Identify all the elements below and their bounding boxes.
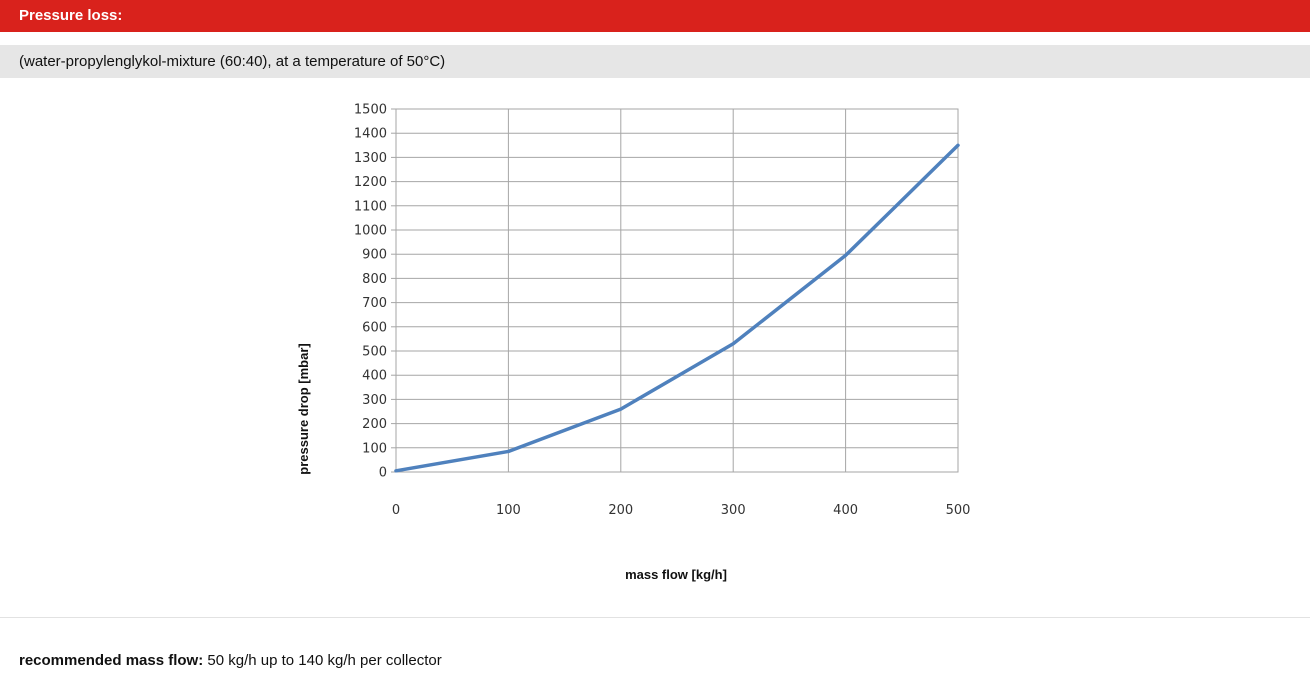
x-tick-label: 200 xyxy=(608,503,633,518)
y-tick-label: 100 xyxy=(362,441,387,456)
y-tick-label: 500 xyxy=(362,345,387,360)
tick-label-layer: 0100200300400500600700800900100011001200… xyxy=(354,103,971,519)
section-header: Pressure loss: xyxy=(0,0,1310,32)
section-subtitle-bar: (water-propylenglykol-mixture (60:40), a… xyxy=(0,45,1310,78)
y-tick-label: 1500 xyxy=(354,103,387,118)
y-tick-label: 1400 xyxy=(354,127,387,142)
section-title: Pressure loss: xyxy=(19,7,123,24)
divider xyxy=(0,617,1310,618)
chart-area: 0 100 200 300 400 500 600 700 800 900 1000 1100 1200… xyxy=(0,78,1310,618)
y-tick-label: 1000 xyxy=(354,224,387,239)
pressure-loss-chart: 0100200300400500600700800900100011001200… xyxy=(296,103,971,583)
x-tick-label: 300 xyxy=(721,503,746,518)
recommended-mass-flow-value: 50 kg/h up to 140 kg/h per collector xyxy=(207,652,442,669)
y-tick-label: 1300 xyxy=(354,151,387,166)
recommended-mass-flow-note: recommended mass flow: 50 kg/h up to 140… xyxy=(19,652,442,669)
x-tick-label: 100 xyxy=(496,503,521,518)
y-tick-label: 1200 xyxy=(354,175,387,190)
recommended-mass-flow-label: recommended mass flow: xyxy=(19,652,204,669)
x-tick-label: 400 xyxy=(833,503,858,518)
x-tick-label: 500 xyxy=(946,503,971,518)
y-axis-title: pressure drop [mbar] xyxy=(296,343,311,474)
y-tick-label: 0 xyxy=(379,466,387,481)
series-layer xyxy=(394,143,960,473)
plot-frame xyxy=(395,108,959,473)
y-tick-label: 800 xyxy=(362,272,387,287)
y-tick-label: 900 xyxy=(362,248,387,263)
y-tick-label: 400 xyxy=(362,369,387,384)
y-tick-label: 300 xyxy=(362,393,387,408)
y-tick-label: 600 xyxy=(362,320,387,335)
x-axis-title: mass flow [kg/h] xyxy=(625,567,727,582)
section-subtitle: (water-propylenglykol-mixture (60:40), a… xyxy=(19,53,446,70)
y-tick-label: 200 xyxy=(362,417,387,432)
series-line xyxy=(394,143,960,473)
y-tick-label: 1100 xyxy=(354,199,387,214)
x-tick-label: 0 xyxy=(392,503,400,518)
grid-layer xyxy=(391,108,959,473)
y-tick-label: 700 xyxy=(362,296,387,311)
